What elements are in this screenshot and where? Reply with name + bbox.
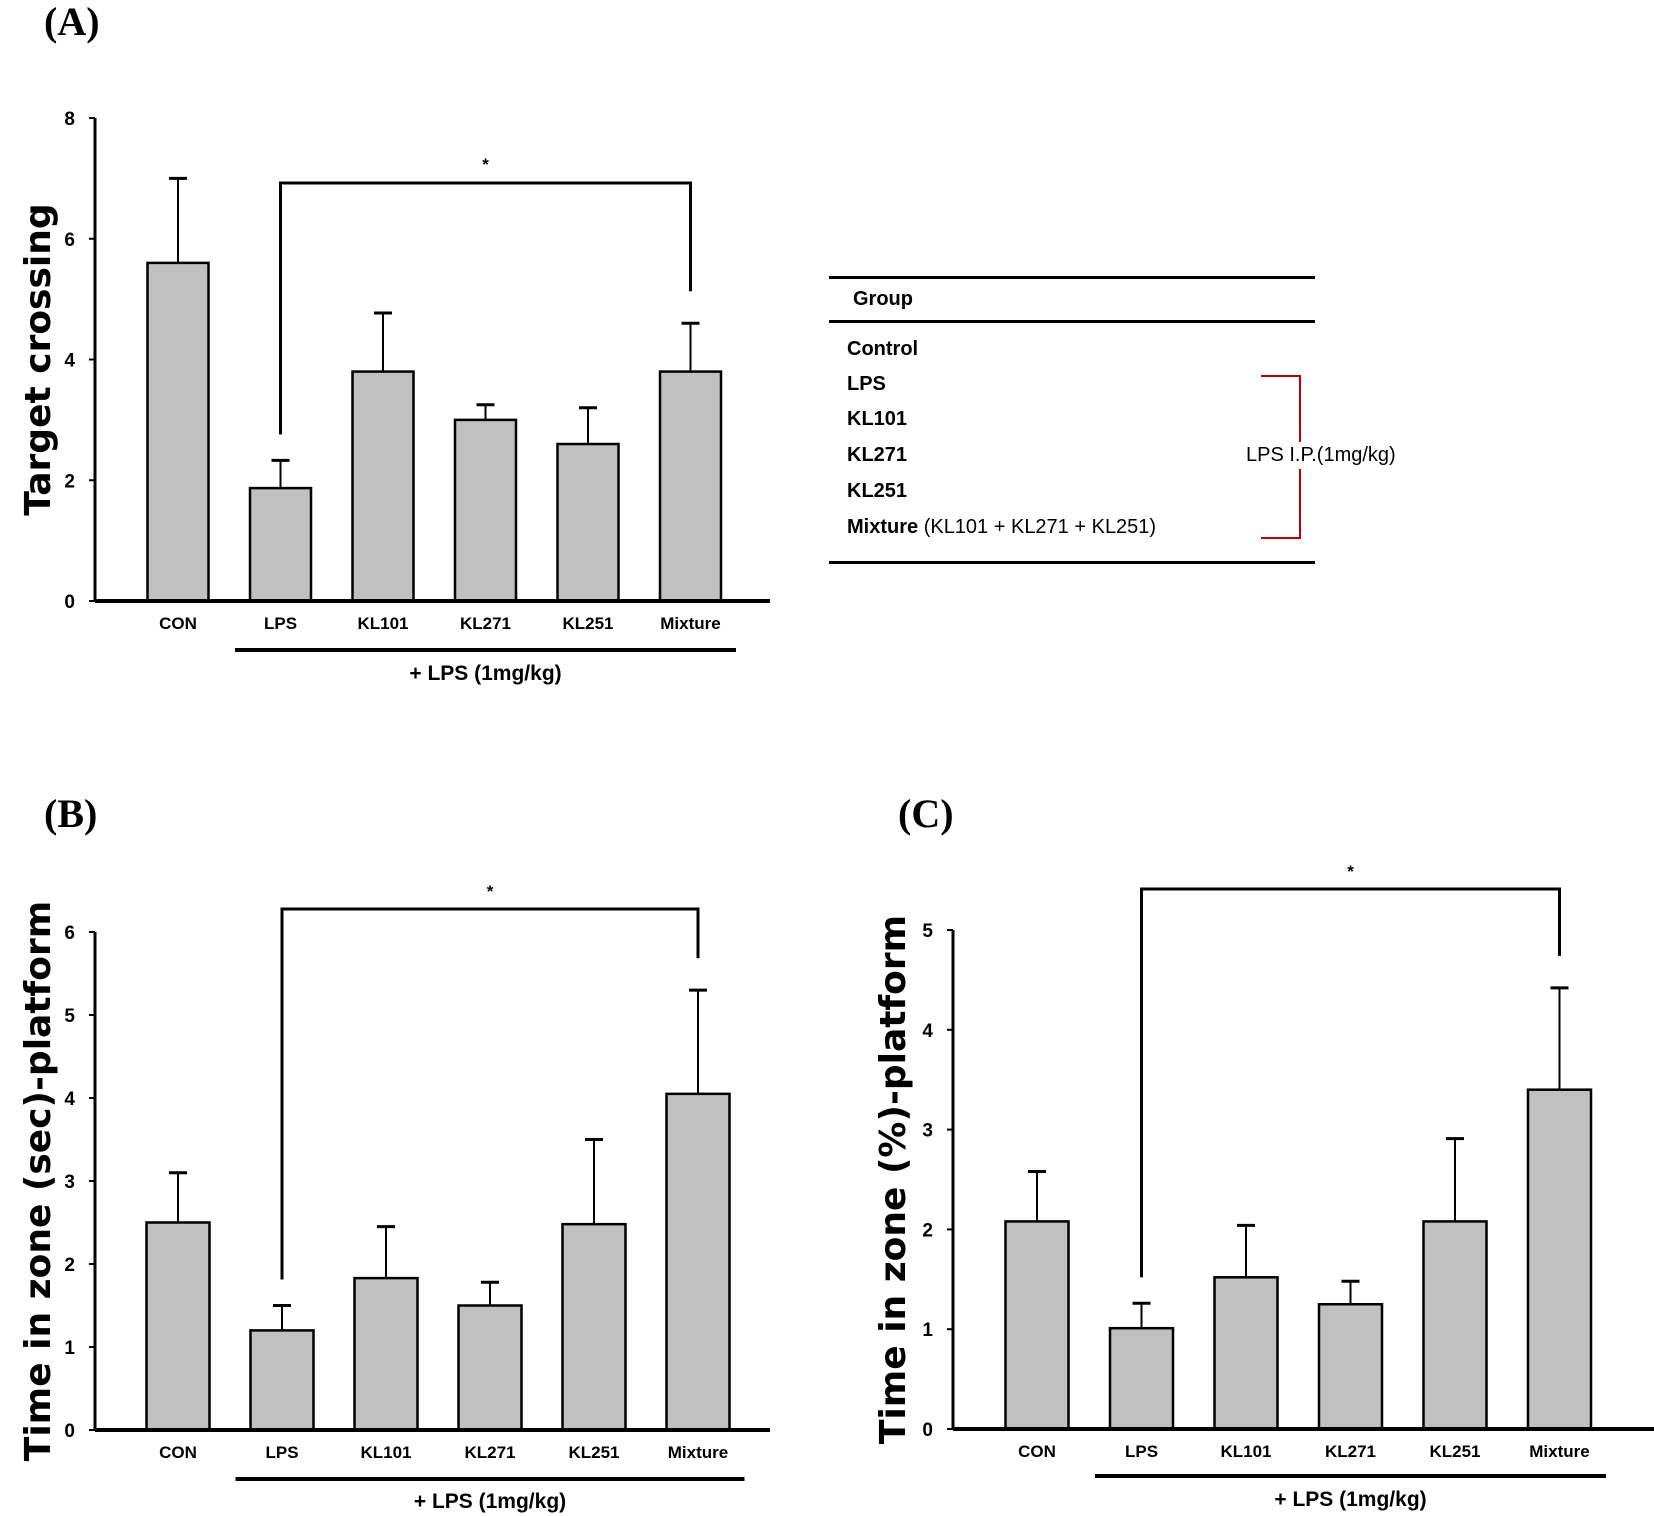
x-tick-label: KL101 bbox=[360, 1443, 411, 1462]
x-tick-label: KL271 bbox=[460, 614, 511, 633]
bar-kl101 bbox=[351, 370, 415, 603]
legend-row-name: KL101 bbox=[847, 408, 908, 430]
significance-marker: * bbox=[1347, 862, 1354, 881]
bar-kl271 bbox=[457, 1304, 523, 1432]
legend-row-lps: LPS bbox=[847, 373, 886, 396]
y-tick-label: 5 bbox=[922, 921, 933, 942]
x-tick-label: Mixture bbox=[1529, 1442, 1589, 1461]
legend-row-name: LPS bbox=[847, 373, 886, 395]
y-tick-label: 3 bbox=[922, 1121, 933, 1142]
y-tick-label: 2 bbox=[922, 1220, 933, 1241]
x-tick-label: KL101 bbox=[357, 614, 408, 633]
bar-lps bbox=[249, 1329, 315, 1432]
y-tick-label: 6 bbox=[64, 923, 75, 944]
y-tick-label: 5 bbox=[64, 1006, 75, 1027]
x-tick-label: LPS bbox=[264, 614, 297, 633]
panel-label-b: (B) bbox=[44, 791, 98, 836]
table-bottom-rule bbox=[829, 561, 1315, 564]
bar-con bbox=[1004, 1220, 1070, 1431]
y-tick-label: 4 bbox=[64, 351, 75, 372]
y-tick-label: 8 bbox=[64, 109, 75, 130]
y-tick-label: 0 bbox=[922, 1420, 933, 1441]
lps-ip-bracket-label: LPS I.P.(1mg/kg) bbox=[1246, 442, 1396, 469]
x-tick-label: LPS bbox=[265, 1443, 298, 1462]
x-tick-label: KL251 bbox=[562, 614, 613, 633]
bar-mixture bbox=[658, 370, 723, 603]
x-tick-label: CON bbox=[1018, 1442, 1056, 1461]
bar-mixture bbox=[1526, 1088, 1593, 1431]
x-tick-label: KL271 bbox=[464, 1443, 515, 1462]
table-top-rule bbox=[829, 276, 1315, 279]
y-tick-label: 4 bbox=[922, 1021, 933, 1042]
y-axis-label: Time in zone (%)-platform bbox=[873, 915, 914, 1444]
significance-bracket bbox=[1140, 887, 1561, 1278]
y-tick-label: 0 bbox=[64, 1421, 75, 1442]
y-tick-label: 4 bbox=[64, 1089, 75, 1110]
x-tick-label: KL101 bbox=[1220, 1442, 1271, 1461]
bar-con bbox=[146, 261, 210, 603]
x-tick-label: KL251 bbox=[568, 1443, 619, 1462]
bar-mixture bbox=[665, 1092, 731, 1432]
y-tick-label: 2 bbox=[64, 471, 75, 492]
legend-row-name: KL271 bbox=[847, 444, 908, 466]
panel-label-a: (A) bbox=[44, 0, 100, 44]
legend-row-kl271: KL271 bbox=[847, 444, 907, 467]
x-tick-label: CON bbox=[159, 614, 197, 633]
x-tick-label: CON bbox=[159, 1443, 197, 1462]
y-tick-label: 1 bbox=[64, 1338, 75, 1359]
legend-row-control: Control bbox=[847, 338, 918, 361]
bar-kl251 bbox=[1422, 1220, 1488, 1431]
legend-row-name: Control bbox=[847, 338, 919, 360]
bar-kl271 bbox=[1317, 1303, 1384, 1431]
bar-kl271 bbox=[453, 418, 518, 603]
significance-marker: * bbox=[487, 882, 494, 901]
legend-row-mixture: Mixture (KL101 + KL271 + KL251) bbox=[847, 516, 1156, 539]
y-tick-label: 0 bbox=[64, 592, 75, 613]
bar-kl251 bbox=[561, 1222, 627, 1432]
x-tick-label: Mixture bbox=[660, 614, 720, 633]
y-tick-label: 1 bbox=[922, 1320, 933, 1341]
legend-row-kl251: KL251 bbox=[847, 480, 907, 503]
legend-row-detail: (KL101 + KL271 + KL251) bbox=[923, 516, 1157, 538]
y-tick-label: 2 bbox=[64, 1255, 75, 1276]
y-tick-label: 3 bbox=[64, 1172, 75, 1193]
y-axis-label: Target crossing bbox=[18, 203, 59, 515]
x-tick-label: KL251 bbox=[1429, 1442, 1480, 1461]
bar-lps bbox=[1108, 1326, 1175, 1431]
significance-bracket bbox=[280, 907, 700, 1280]
x-tick-label: LPS bbox=[1125, 1442, 1158, 1461]
legend-row-name: KL251 bbox=[847, 480, 908, 502]
group-annotation: + LPS (1mg/kg) bbox=[414, 1490, 566, 1513]
x-tick-label: Mixture bbox=[668, 1443, 728, 1462]
y-tick-label: 6 bbox=[64, 230, 75, 251]
legend-row-kl101: KL101 bbox=[847, 408, 907, 431]
legend-row-name: Mixture bbox=[847, 516, 919, 538]
bar-kl251 bbox=[556, 442, 620, 603]
group-annotation: + LPS (1mg/kg) bbox=[409, 662, 561, 685]
group-annotation: + LPS (1mg/kg) bbox=[1274, 1488, 1426, 1511]
table-header-rule bbox=[829, 320, 1315, 323]
y-axis-label: Time in zone (sec)-platform bbox=[18, 901, 59, 1461]
significance-bracket bbox=[279, 181, 692, 435]
x-tick-label: KL271 bbox=[1325, 1442, 1376, 1461]
bar-kl101 bbox=[1213, 1276, 1279, 1431]
panel-label-c: (C) bbox=[898, 791, 954, 836]
bar-lps bbox=[248, 486, 313, 603]
table-header: Group bbox=[853, 288, 913, 310]
significance-marker: * bbox=[482, 155, 489, 174]
